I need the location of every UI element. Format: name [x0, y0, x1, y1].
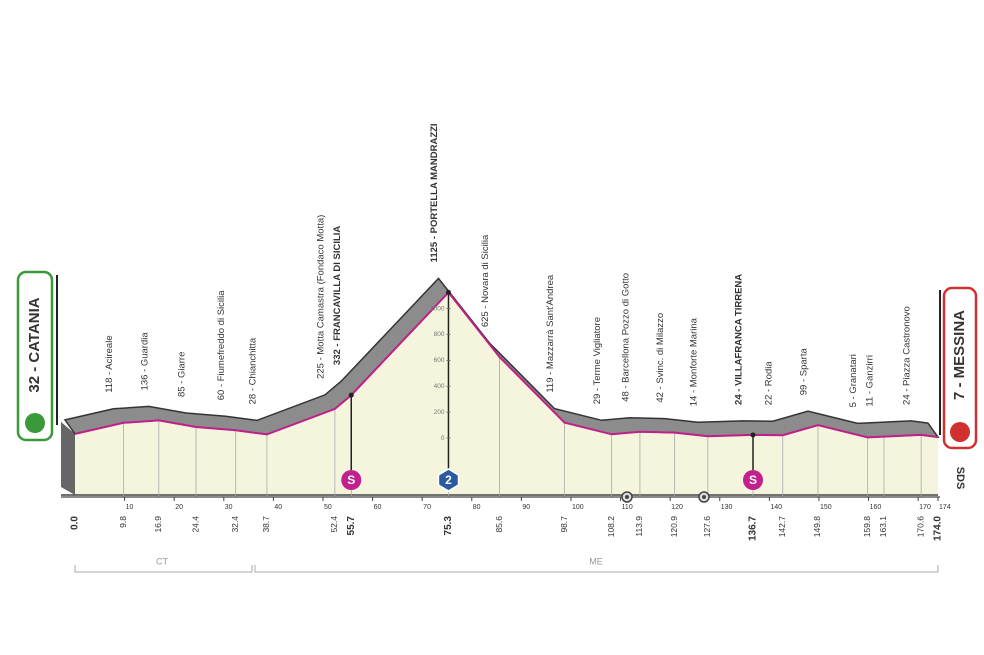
marker-dot	[445, 289, 451, 295]
waypoint-label: 60 - Fiumefreddo di Sicilia	[216, 290, 227, 401]
kom-icon	[437, 468, 460, 492]
x-tick-label: 174	[939, 504, 951, 511]
y-tick-label: 800	[434, 331, 445, 338]
km-label: 32.4	[230, 516, 240, 533]
waypoint-label: 85 - Giarre	[177, 352, 188, 397]
x-tick-label: 70	[423, 504, 431, 511]
km-label: 174.0	[933, 516, 944, 541]
x-tick-label: 130	[721, 504, 733, 511]
waypoint-label: 1125 - PORTELLA MANDRAZZI	[429, 123, 440, 262]
checkpoint-dot	[702, 495, 706, 499]
checkpoint-dot	[625, 495, 629, 499]
x-tick-label: 140	[770, 504, 782, 511]
x-tick-label: 100	[572, 504, 584, 511]
waypoint-label: 136 - Guardia	[139, 332, 150, 391]
waypoint-label: 24 - Piazza Castronovo	[902, 306, 913, 405]
start-icon	[25, 413, 45, 433]
waypoint-label: 625 - Novara di Sicilia	[480, 234, 491, 327]
km-label: 75.3	[443, 516, 454, 536]
y-tick-label: 200	[434, 409, 445, 416]
x-tick-label: 40	[274, 504, 282, 511]
km-label: 142.7	[777, 516, 787, 538]
sprint-icon	[743, 470, 764, 490]
km-label: 52.4	[329, 516, 339, 533]
x-tick-label: 110	[622, 504, 633, 511]
km-label: 16.9	[153, 516, 163, 533]
y-tick-label: 600	[434, 357, 445, 364]
y-tick-label: 0	[441, 435, 445, 442]
plot: 0.0 118 - Acireale 9.8 136 - Guardia 16.9 85 …	[61, 123, 951, 541]
km-label: 24.4	[190, 516, 200, 533]
waypoint-label: 42 - Svinc. di Milazzo	[655, 313, 666, 403]
x-tick-label: 170	[919, 504, 931, 511]
waypoint-label: 28 - Chianchitta	[247, 337, 258, 404]
logo: SDS	[954, 467, 966, 490]
profile-line	[74, 290, 939, 439]
km-label: 108.2	[606, 516, 616, 538]
kom-label: 2	[445, 473, 452, 487]
marker-dot	[750, 432, 756, 438]
marker-dot	[348, 392, 354, 398]
x-tick-label: 80	[473, 504, 481, 511]
x-tick-label: 50	[324, 504, 332, 511]
km-label: 98.7	[559, 516, 569, 533]
km-label: 149.8	[812, 516, 822, 538]
waypoint-label: 11 - Ganzirri	[864, 355, 875, 407]
profile-side	[61, 421, 75, 495]
km-label: 159.8	[862, 516, 872, 538]
x-tick-label: 120	[671, 504, 683, 511]
start-box	[16, 270, 54, 442]
x-tick-label: 90	[522, 504, 530, 511]
waypoint-label: 48 - Barcellona Pozzo di Gotto	[620, 273, 631, 402]
km-label: 85.6	[494, 516, 504, 533]
sprint-label: S	[347, 473, 355, 487]
waypoint-label: 119 - Mazzarrà Sant'Andrea	[545, 274, 556, 393]
x-tick-label: 30	[225, 504, 233, 511]
sprint-label: S	[749, 473, 757, 487]
km-label: 163.1	[878, 516, 888, 538]
waypoint-label: 332 - FRANCAVILLA DI SICILIA	[332, 226, 343, 365]
waypoint-label: 5 - Granatari	[848, 354, 859, 407]
zone-bracket	[74, 565, 253, 573]
km-label: 0.0	[70, 516, 81, 530]
km-label: 136.7	[748, 516, 759, 541]
profile-area	[75, 292, 938, 495]
finish-label: 7 - MESSINA	[951, 310, 968, 400]
finish-icon	[950, 422, 970, 442]
y-tick-label: 400	[434, 383, 445, 390]
x-tick-label: 10	[126, 504, 134, 511]
km-label: 170.6	[915, 516, 925, 538]
km-label: 127.6	[702, 516, 712, 538]
km-label: 120.9	[669, 516, 679, 538]
waypoint-label: 225 - Motta Camastra (Fondaco Motta)	[315, 215, 326, 379]
km-label: 9.8	[118, 516, 128, 528]
sprint-icon	[341, 470, 362, 490]
waypoint-label: 99 - Sparta	[798, 348, 809, 396]
km-label: 38.7	[261, 516, 271, 533]
zone-label: ME	[589, 556, 603, 566]
waypoint-label: 22 - Rodia	[763, 361, 774, 406]
x-tick-label: 150	[820, 504, 832, 511]
waypoint-label: 14 - Monforte Marina	[688, 317, 699, 406]
waypoint-label: 118 - Acireale	[104, 335, 115, 392]
zone-bracket	[254, 565, 939, 573]
x-tick-label: 160	[870, 504, 882, 511]
x-tick-label: 60	[374, 504, 382, 511]
km-label: 55.7	[346, 516, 357, 536]
waypoint-label: 24 - VILLAFRANCA TIRRENA	[734, 274, 745, 405]
waypoint-label: 29 - Terme Vigliatore	[592, 317, 603, 404]
finish-box	[942, 286, 978, 450]
start-label: 32 - CATANIA	[26, 297, 43, 392]
km-label: 113.9	[634, 516, 644, 537]
zone-brackets	[74, 565, 939, 573]
y-tick-label: 1000	[430, 305, 445, 312]
zone-label: CT	[156, 556, 168, 566]
x-tick-label: 20	[175, 504, 183, 511]
